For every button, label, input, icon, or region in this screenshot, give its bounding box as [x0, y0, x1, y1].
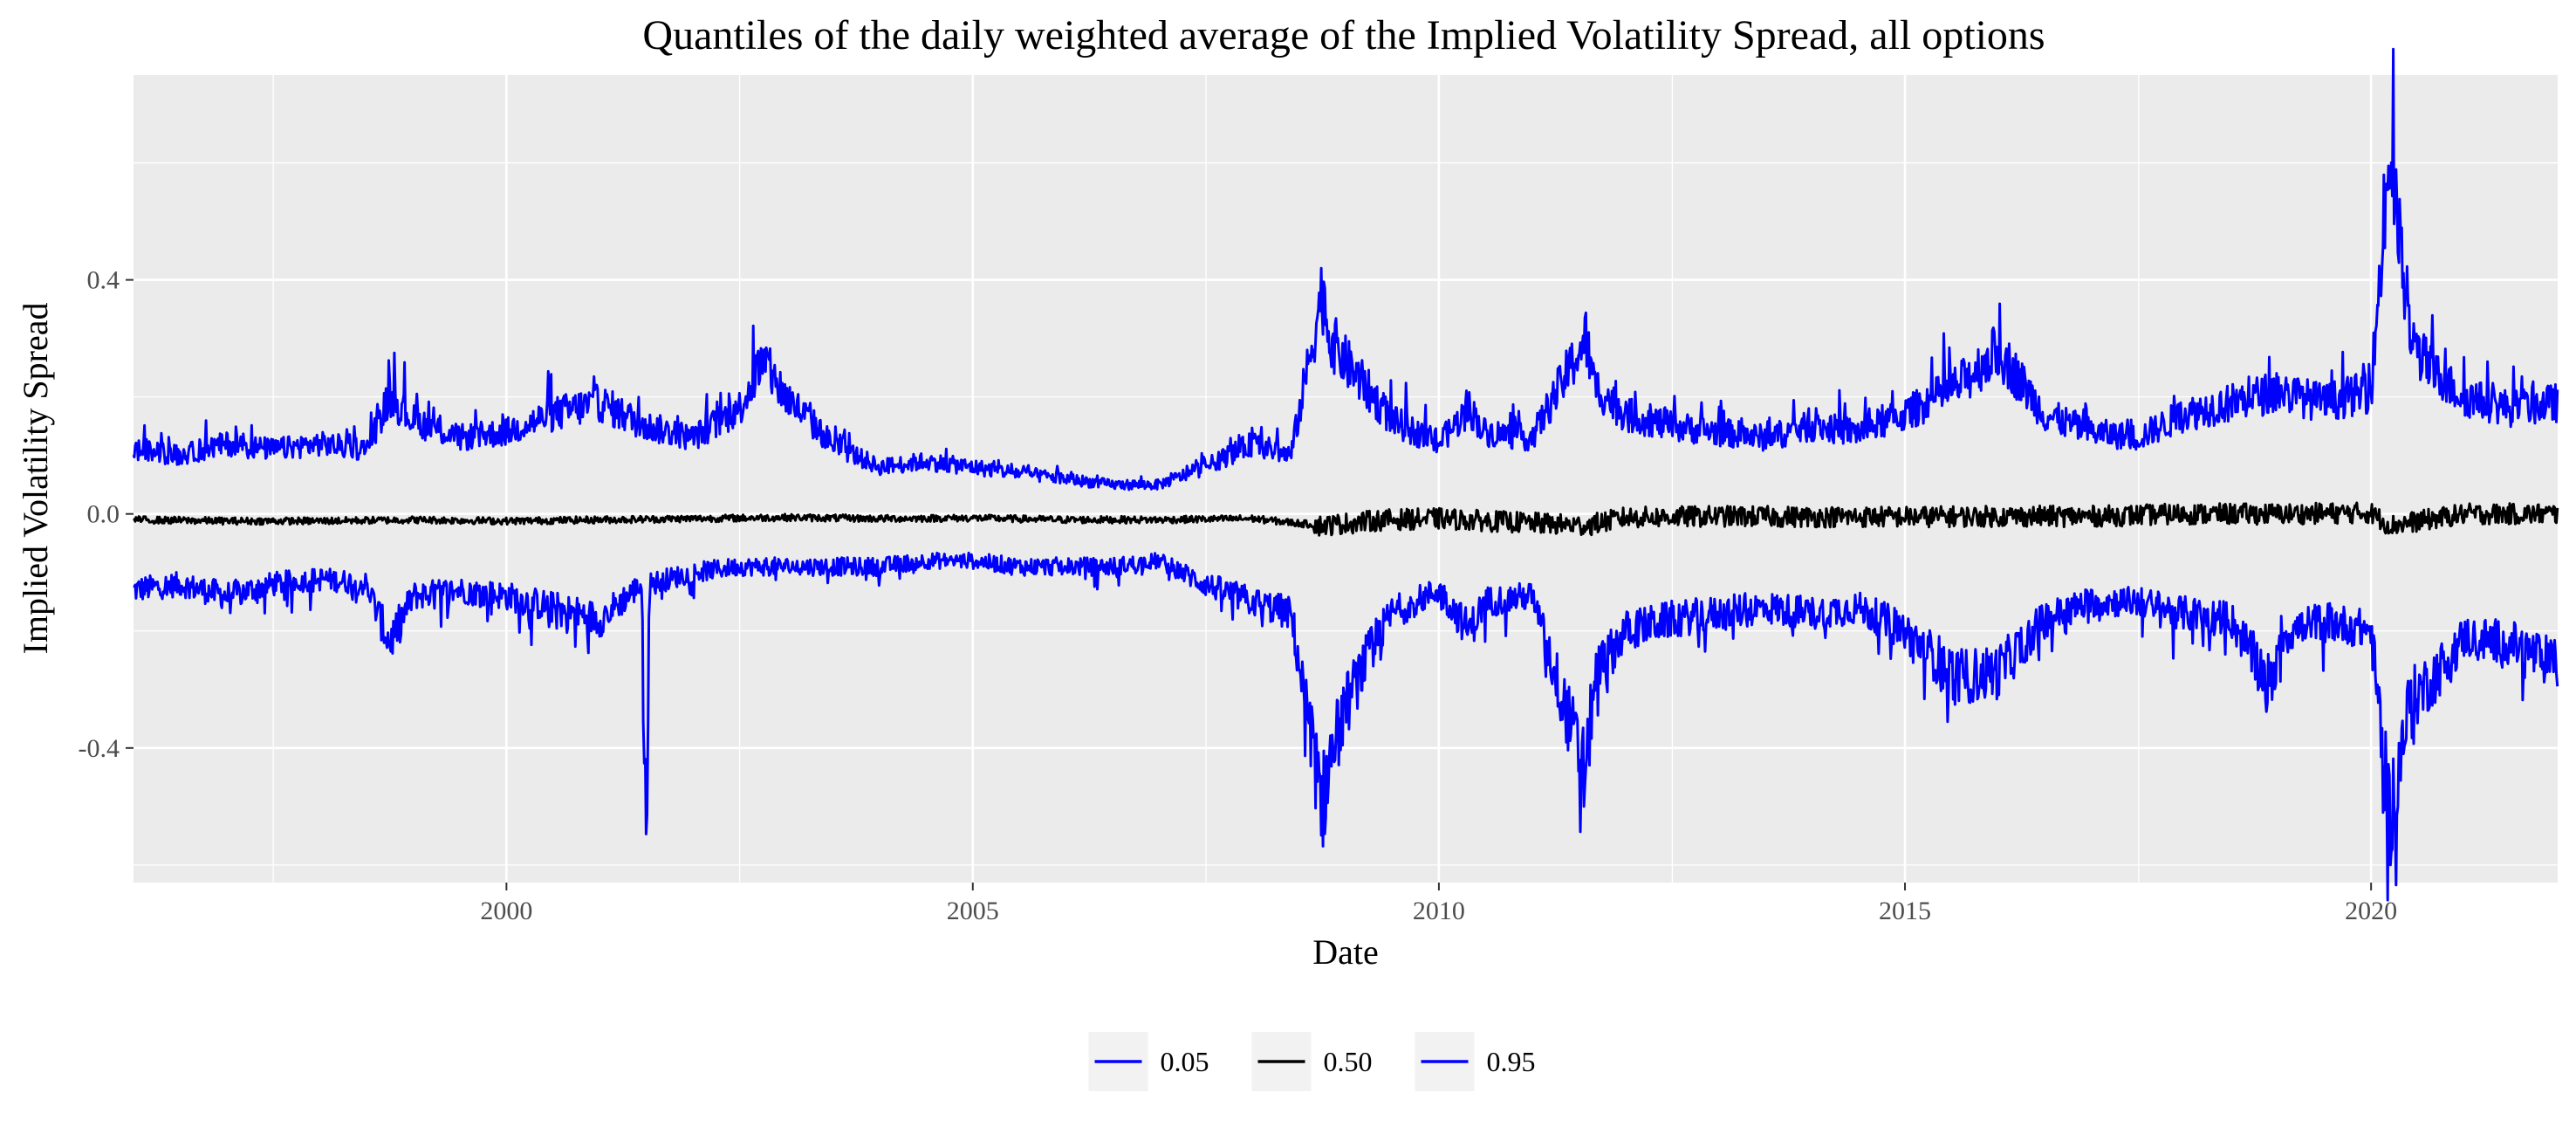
- legend: 0.05 0.50 0.95: [1088, 1032, 1536, 1091]
- grid-minor: [134, 75, 2558, 883]
- x-tick-label: 2015: [1879, 897, 1931, 925]
- x-axis: 2000 2005 2010 2015 2020: [480, 883, 2397, 925]
- series-line-0-95: [132, 47, 2559, 491]
- series-layer: [132, 47, 2559, 902]
- y-axis: -0.4 0.0 0.4: [79, 266, 134, 763]
- x-axis-label: Date: [1312, 932, 1379, 972]
- x-tick-label: 2000: [480, 897, 532, 925]
- plot-panel: [134, 75, 2558, 883]
- y-axis-label: Implied Volatility Spread: [16, 303, 55, 655]
- y-tick-label: -0.4: [79, 734, 120, 763]
- series-line-0-50: [133, 501, 2559, 537]
- legend-label: 0.05: [1161, 1046, 1209, 1077]
- legend-label: 0.50: [1324, 1046, 1373, 1077]
- x-tick-label: 2005: [947, 897, 999, 925]
- x-tick-label: 2020: [2345, 897, 2397, 925]
- y-tick-label: 0.0: [87, 500, 120, 529]
- x-tick-label: 2010: [1413, 897, 1465, 925]
- y-tick-label: 0.4: [87, 266, 120, 295]
- chart-title: Quantiles of the daily weighted average …: [642, 12, 2045, 58]
- series-line-0-05: [133, 551, 2559, 902]
- legend-label: 0.95: [1487, 1046, 1536, 1077]
